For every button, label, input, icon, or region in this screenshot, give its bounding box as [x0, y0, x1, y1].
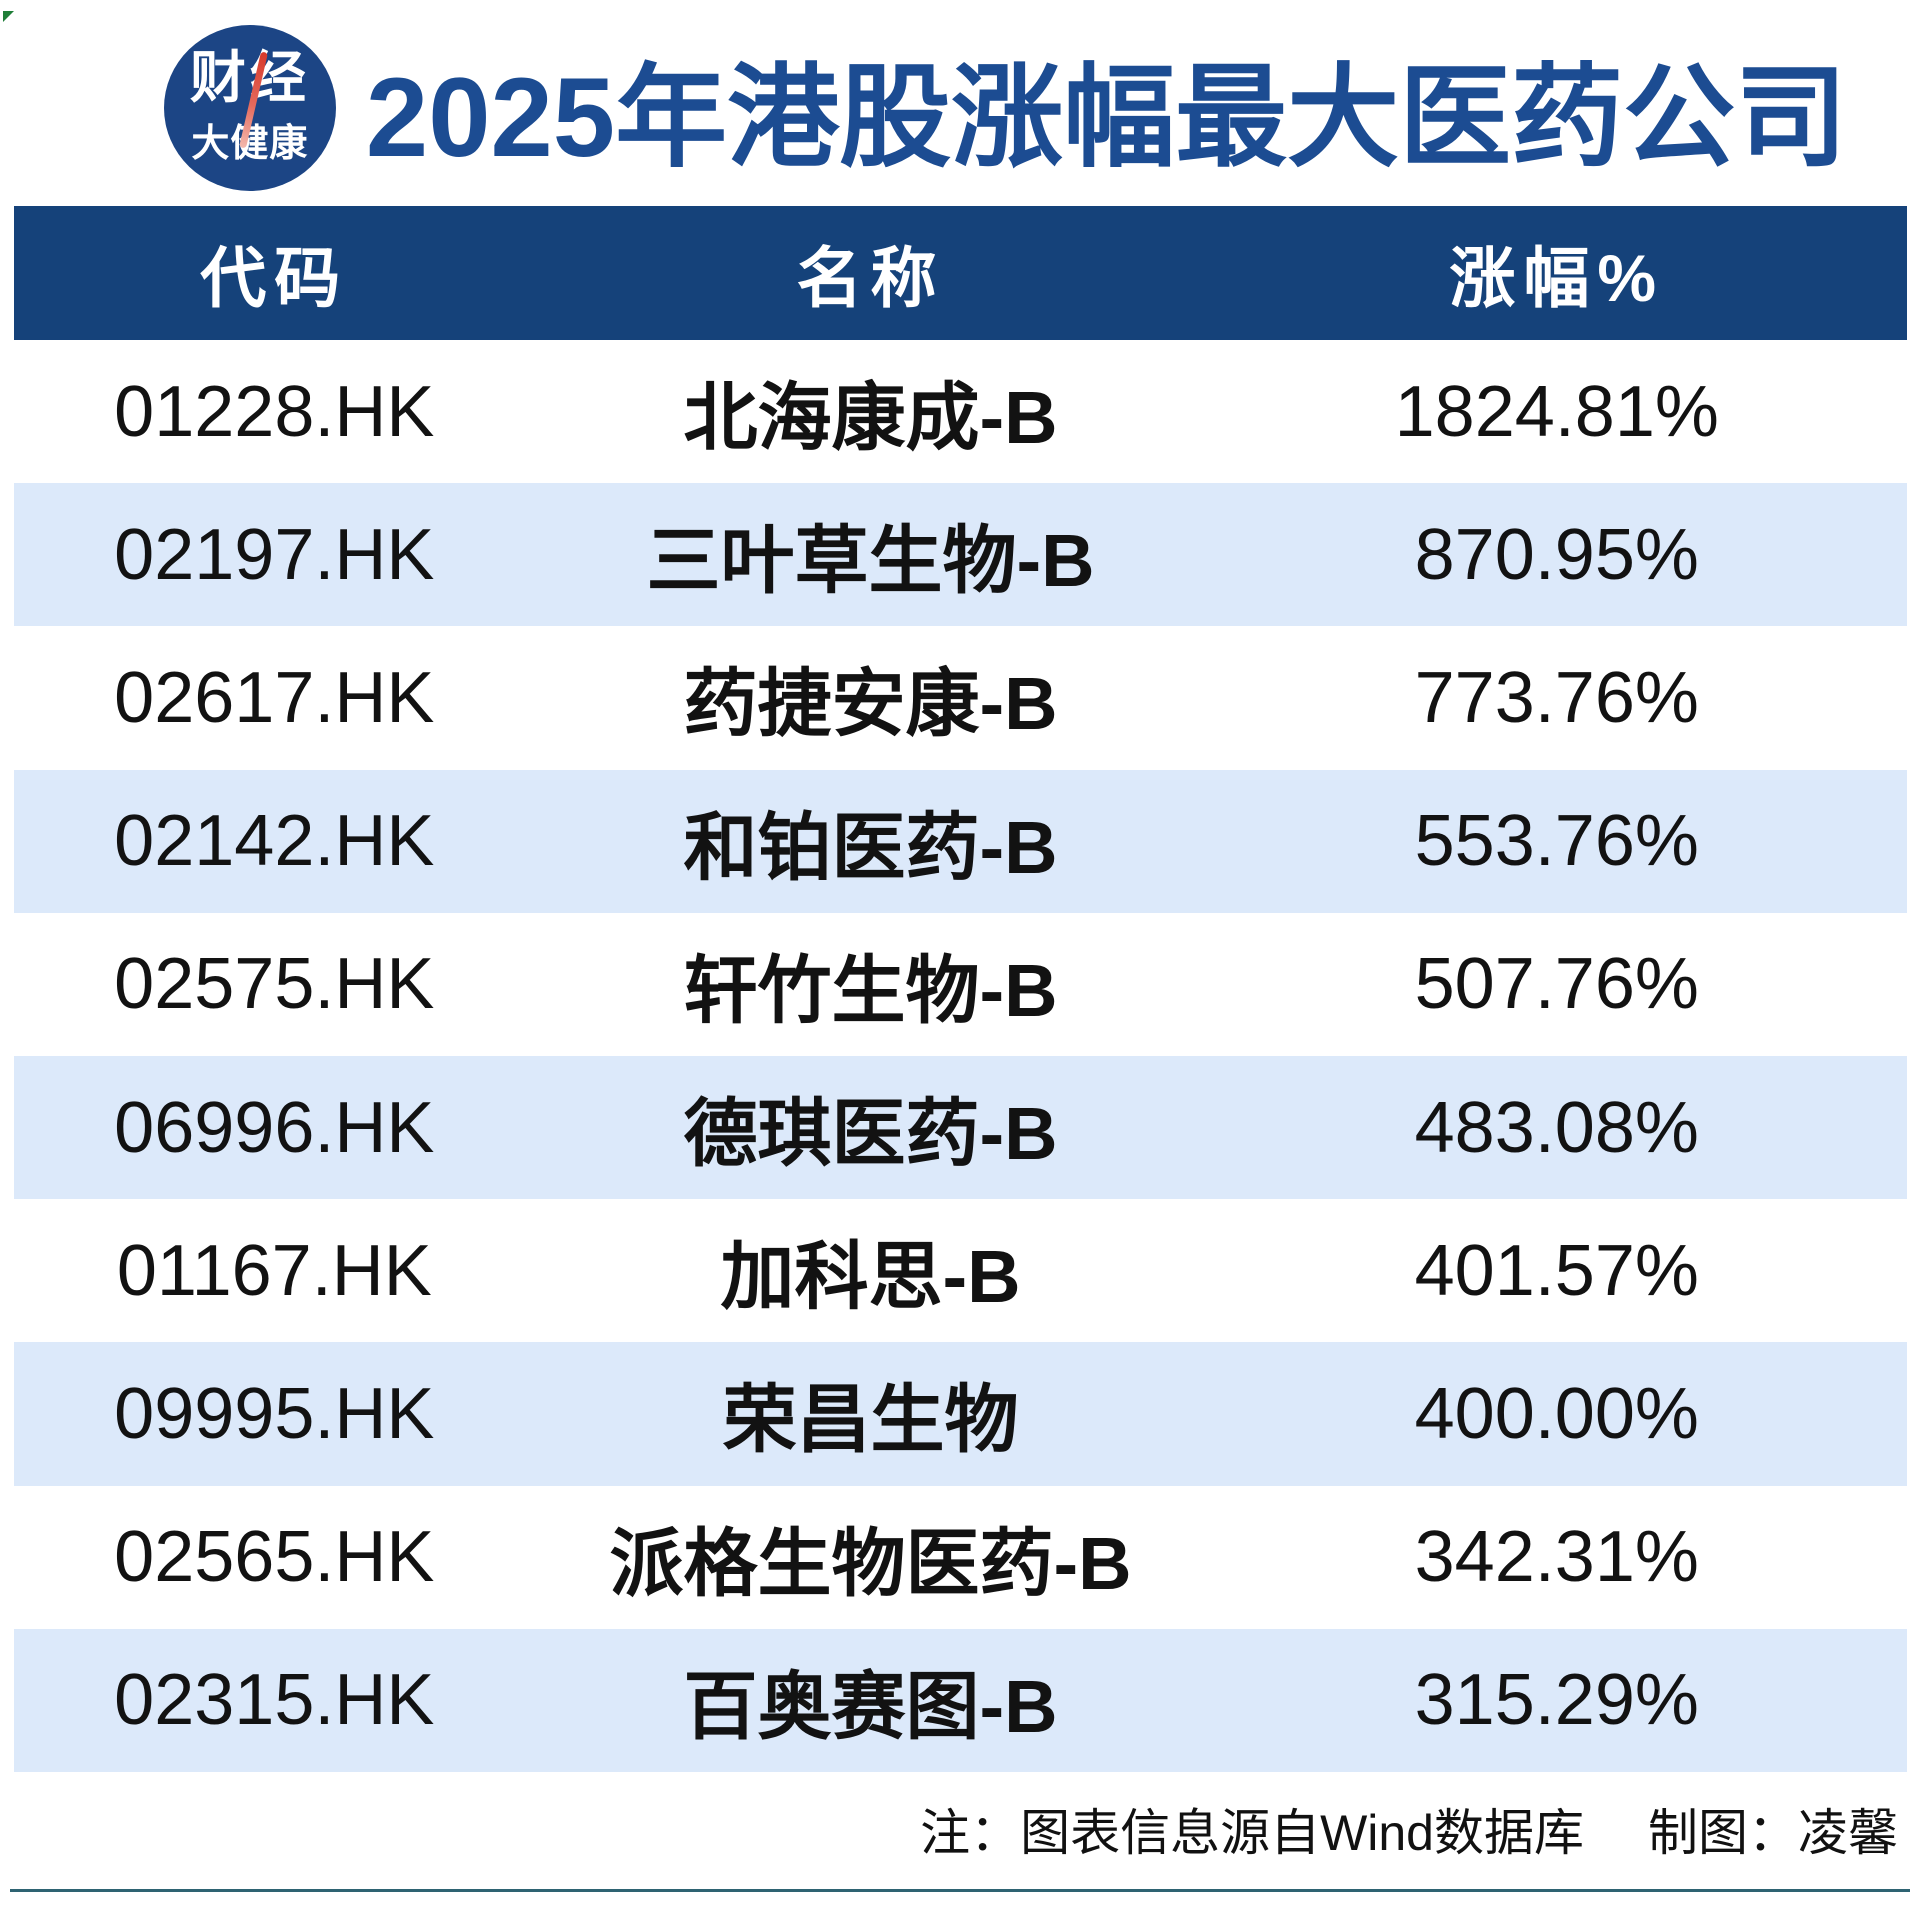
change-cell: 773.76% — [1414, 657, 1699, 738]
header-change: 涨幅% — [1449, 241, 1665, 315]
code-cell: 01167.HK — [116, 1230, 432, 1311]
table-row: 02315.HK 百奥赛图-B 315.29% — [14, 1628, 1907, 1772]
table-row: 02142.HK 和铂医药-B 553.76% — [14, 769, 1907, 913]
code-cell: 06996.HK — [114, 1087, 435, 1168]
table-row: 02617.HK 药捷安康-B 773.76% — [14, 626, 1907, 770]
name-cell: 百奥赛图-B — [683, 1664, 1058, 1748]
name-cell: 轩竹生物-B — [683, 948, 1058, 1032]
table-row: 02197.HK 三叶草生物-B 870.95% — [14, 483, 1907, 627]
header-name: 名称 — [796, 241, 945, 315]
change-cell: 315.29% — [1414, 1660, 1699, 1741]
table-row: 06996.HK 德琪医药-B 483.08% — [14, 1055, 1907, 1200]
change-cell: 400.00% — [1414, 1373, 1699, 1454]
name-cell: 三叶草生物-B — [646, 519, 1095, 603]
code-cell: 02315.HK — [114, 1660, 435, 1741]
table-row: 01228.HK 北海康成-B 1824.81% — [14, 340, 1907, 484]
title-bar: 财经 大健康 2025年港股涨幅最大医药公司 — [14, 10, 1907, 206]
page-title: 2025年港股涨幅最大医药公司 — [365, 55, 1848, 180]
change-cell: 1824.81% — [1394, 371, 1719, 452]
bottom-rule — [10, 1889, 1910, 1892]
name-cell: 德琪医药-B — [683, 1092, 1058, 1176]
change-cell: 870.95% — [1414, 514, 1699, 595]
code-cell: 02565.HK — [114, 1517, 435, 1598]
change-cell: 507.76% — [1414, 944, 1699, 1025]
code-cell: 02575.HK — [114, 944, 435, 1025]
name-cell: 加科思-B — [720, 1235, 1021, 1319]
change-cell: 483.08% — [1414, 1087, 1699, 1168]
caijing-dajiankang-logo: 财经 大健康 — [163, 25, 336, 191]
table-header-row: 代码 名称 涨幅% — [14, 206, 1907, 340]
name-cell: 北海康成-B — [683, 376, 1058, 460]
code-cell: 02197.HK — [114, 514, 435, 595]
spreadsheet-corner-artifact — [3, 11, 14, 22]
change-cell: 342.31% — [1414, 1517, 1699, 1598]
name-cell: 药捷安康-B — [683, 662, 1058, 746]
code-cell: 02617.HK — [114, 657, 435, 738]
code-cell: 09995.HK — [114, 1373, 435, 1454]
footer-note: 注：图表信息源自Wind数据库 制图：凌馨 — [920, 1793, 1898, 1865]
table-row: 01167.HK 加科思-B 401.57% — [14, 1199, 1907, 1343]
table-body: 01228.HK 北海康成-B 1824.81% 02197.HK 三叶草生物-B 870… — [14, 340, 1907, 1772]
code-cell: 02142.HK — [114, 801, 435, 882]
code-cell: 01228.HK — [114, 371, 435, 452]
credit-note: 制图：凌馨 — [1648, 1805, 1898, 1861]
table-row: 02575.HK 轩竹生物-B 507.76% — [14, 912, 1907, 1056]
change-cell: 401.57% — [1414, 1230, 1699, 1311]
name-cell: 荣昌生物 — [722, 1378, 1019, 1462]
source-note: 注：图表信息源自Wind数据库 — [920, 1805, 1584, 1861]
name-cell: 和铂医药-B — [683, 805, 1058, 889]
logo-text-line1: 财经 — [189, 46, 310, 110]
change-cell: 553.76% — [1414, 801, 1699, 882]
table-row: 02565.HK 派格生物医药-B 342.31% — [14, 1485, 1907, 1629]
table-row: 09995.HK 荣昌生物 400.00% — [14, 1342, 1907, 1486]
name-cell: 派格生物医药-B — [609, 1521, 1132, 1605]
header-code: 代码 — [200, 241, 349, 315]
